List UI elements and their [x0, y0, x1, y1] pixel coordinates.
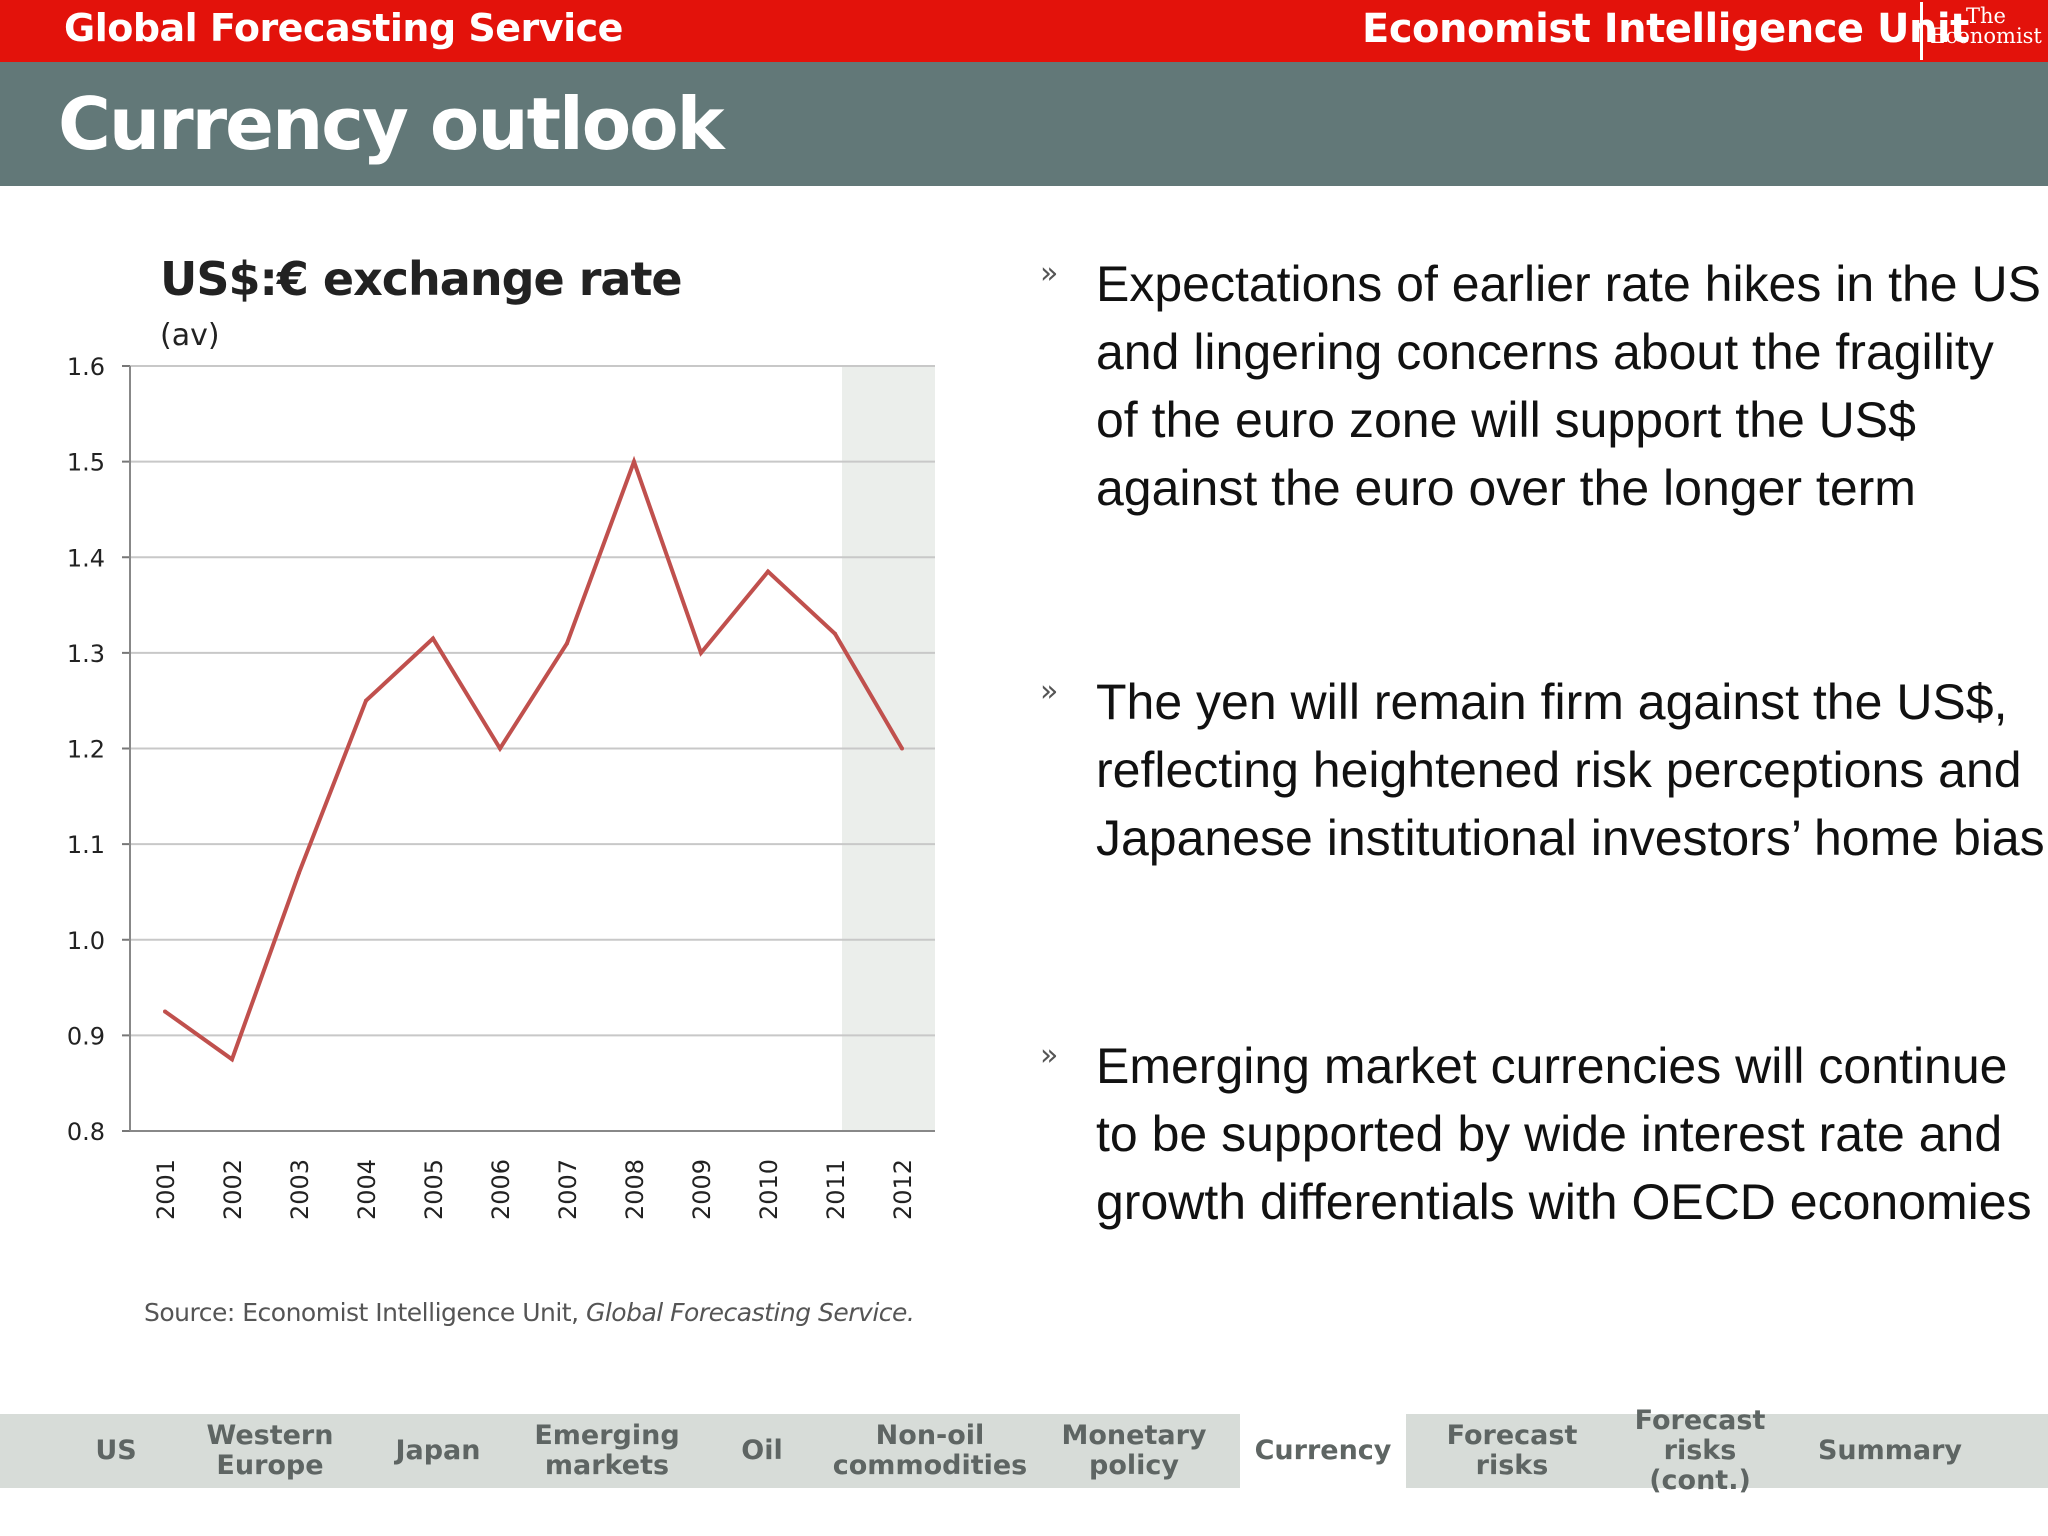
nav-tab-label-2: risks (cont.): [1649, 1435, 1751, 1496]
nav-tab-us[interactable]: US: [0, 1414, 232, 1488]
nav-tab-oil[interactable]: Oil: [712, 1414, 812, 1488]
x-tick-label: 2002: [219, 1159, 247, 1220]
page-title: Currency outlook: [58, 82, 725, 166]
nav-tab-label: Monetary: [1061, 1420, 1207, 1451]
data-point: [632, 459, 636, 464]
nav-tab-label: US: [95, 1435, 137, 1466]
nav-tab-label: Oil: [741, 1435, 783, 1466]
logo-line-2: Economist: [1930, 24, 2042, 48]
top-banner: Global Forecasting Service Economist Int…: [0, 0, 2048, 62]
nav-tab-label: Summary: [1817, 1435, 1963, 1466]
nav-tab-japan[interactable]: Japan: [370, 1414, 506, 1488]
y-tick-label: 1.4: [67, 544, 105, 572]
bullet-text: Expectations of earlier rate hikes in th…: [1096, 256, 2041, 516]
double-chevron-icon: »: [1040, 674, 1059, 709]
nav-tab-label: Emerging: [534, 1420, 680, 1451]
logo-divider: [1920, 2, 1923, 60]
logo-line-1: The: [1966, 4, 2006, 28]
y-tick-label: 1.3: [67, 640, 105, 668]
nav-tab-label: Japan: [395, 1435, 481, 1466]
y-tick-label: 1.6: [67, 353, 105, 381]
nav-tab-monetary-policy[interactable]: Monetary policy: [1044, 1414, 1224, 1488]
y-tick-label: 1.0: [67, 927, 105, 955]
x-tick-label: 2004: [353, 1159, 381, 1220]
y-tick-label: 0.8: [67, 1118, 105, 1146]
exchange-rate-chart: 0.8 0.9 1.0 1.1 1.2 1.3 1.4 1.5 1.6 2001 2002 2003 2…: [67, 353, 935, 1220]
x-tick-label: 2011: [822, 1159, 850, 1220]
nav-tab-label-2: risks: [1475, 1450, 1549, 1481]
nav-tab-label-2: commodities: [832, 1450, 1028, 1481]
data-point: [431, 636, 435, 641]
nav-tab-label-2: markets: [544, 1450, 670, 1481]
double-chevron-icon: »: [1040, 256, 1059, 291]
nav-tab-forecast-risks[interactable]: Forecast risks: [1420, 1414, 1604, 1488]
chart-subtitle: (av): [160, 318, 220, 353]
bottom-nav: US Western Europe Japan Emerging markets O…: [0, 1406, 2048, 1496]
y-tick-label: 0.9: [67, 1022, 105, 1050]
bullet-text: The yen will remain firm against the US$…: [1096, 674, 2045, 866]
y-tick-label: 1.1: [67, 831, 105, 859]
chart-title: US$:€ exchange rate: [160, 252, 683, 306]
x-tick-label: 2001: [152, 1159, 180, 1220]
x-tick-label: 2006: [487, 1159, 515, 1220]
x-tick-label: 2007: [554, 1159, 582, 1220]
nav-tab-label: Non-oil: [875, 1420, 985, 1451]
chart-source: Source: Economist Intelligence Unit, Glo…: [144, 1298, 915, 1327]
data-point: [297, 870, 301, 875]
x-tick-label: 2003: [286, 1159, 314, 1220]
y-tick-label: 1.2: [67, 736, 105, 764]
data-point: [230, 1057, 234, 1062]
nav-tab-label-2: policy: [1089, 1450, 1179, 1481]
x-tick-label: 2005: [420, 1159, 448, 1220]
service-name: Global Forecasting Service: [64, 6, 623, 50]
nav-tab-label: Forecast: [1634, 1405, 1766, 1436]
data-point: [699, 650, 703, 655]
data-point: [498, 746, 502, 751]
nav-tab-forecast-risks-cont[interactable]: Forecast risks (cont.): [1610, 1406, 1790, 1496]
nav-tab-non-oil-commodities[interactable]: Non-oil commodities: [832, 1414, 1028, 1488]
y-tick-label: 1.5: [67, 449, 105, 477]
brand-name: Economist Intelligence Unit: [1362, 6, 1969, 52]
data-point: [766, 569, 770, 574]
nav-tab-summary[interactable]: Summary: [1800, 1414, 1980, 1488]
double-chevron-icon: »: [1040, 1038, 1059, 1073]
source-italic: Global Forecasting Service.: [585, 1298, 915, 1327]
x-tick-label: 2010: [755, 1159, 783, 1220]
nav-tab-currency[interactable]: Currency: [1240, 1414, 1406, 1488]
source-prefix: Source: Economist Intelligence Unit,: [144, 1298, 586, 1327]
data-point: [163, 1009, 167, 1014]
data-point: [565, 641, 569, 646]
nav-tab-label: Western: [206, 1420, 334, 1451]
nav-tab-emerging-markets[interactable]: Emerging markets: [526, 1414, 688, 1488]
nav-tab-label: Forecast: [1446, 1420, 1578, 1451]
data-point: [900, 746, 904, 751]
x-tick-label: 2008: [621, 1159, 649, 1220]
x-tick-label: 2012: [889, 1159, 917, 1220]
nav-tab-label: Currency: [1254, 1435, 1392, 1466]
x-tick-label: 2009: [688, 1159, 716, 1220]
data-point: [833, 631, 837, 636]
economist-logo: The Economist: [1924, 4, 2048, 48]
nav-tab-label-2: Europe: [216, 1450, 324, 1481]
bullet-text: Emerging market currencies will continue…: [1096, 1038, 2032, 1230]
title-banner: Currency outlook: [0, 62, 2048, 186]
nav-tab-western-europe[interactable]: Western Europe: [200, 1414, 340, 1488]
series-line: [163, 455, 904, 1063]
data-point: [364, 698, 368, 703]
